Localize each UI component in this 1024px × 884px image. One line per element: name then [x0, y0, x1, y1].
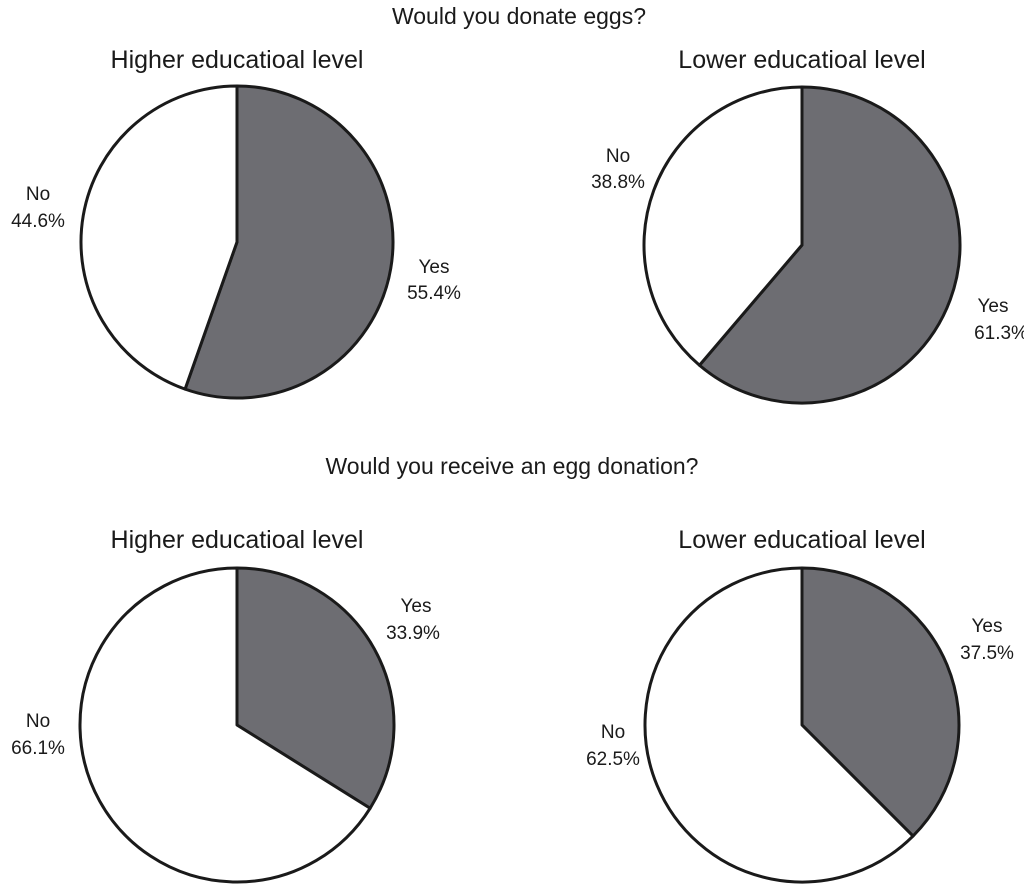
pie-title-donate-lower: Lower educatioal level	[678, 46, 925, 74]
slice-value-yes: 61.3%	[974, 323, 1024, 344]
pie-slice-no	[78, 566, 372, 884]
pie-title-donate-higher: Higher educatioal level	[111, 46, 364, 74]
pie-title-receive-higher: Higher educatioal level	[111, 526, 364, 554]
slice-value-yes: 55.4%	[407, 283, 461, 304]
pie-slice-yes	[800, 566, 961, 838]
pie-receive-higher: Yes 33.9% No 66.1%	[11, 566, 440, 884]
slice-value-no: 62.5%	[586, 749, 640, 770]
slice-label-yes: Yes	[419, 257, 450, 278]
section-title-donate: Would you donate eggs?	[392, 3, 646, 29]
slice-label-yes: Yes	[972, 616, 1003, 637]
pie-slice-yes	[697, 85, 962, 405]
slice-value-no: 38.8%	[591, 172, 645, 193]
slice-label-no: No	[26, 711, 50, 732]
pie-donate-lower: Yes 61.3% No 38.8%	[591, 85, 1024, 405]
pie-title-receive-lower: Lower educatioal level	[678, 526, 925, 554]
slice-value-yes: 37.5%	[960, 643, 1014, 664]
pie-slice-no	[79, 84, 239, 391]
slice-value-no: 66.1%	[11, 738, 65, 759]
pie-slice-no	[643, 566, 915, 884]
slice-label-no: No	[606, 146, 630, 167]
pie-donate-higher: Yes 55.4% No 44.6%	[11, 84, 461, 400]
slice-value-yes: 33.9%	[386, 623, 440, 644]
slice-label-yes: Yes	[978, 296, 1009, 317]
slice-label-yes: Yes	[401, 596, 432, 617]
slice-value-no: 44.6%	[11, 211, 65, 232]
slice-label-no: No	[601, 722, 625, 743]
slice-label-no: No	[26, 184, 50, 205]
pie-slice-no	[642, 85, 804, 367]
pie-receive-lower: Yes 37.5% No 62.5%	[586, 566, 1014, 884]
section-title-receive: Would you receive an egg donation?	[326, 453, 699, 479]
